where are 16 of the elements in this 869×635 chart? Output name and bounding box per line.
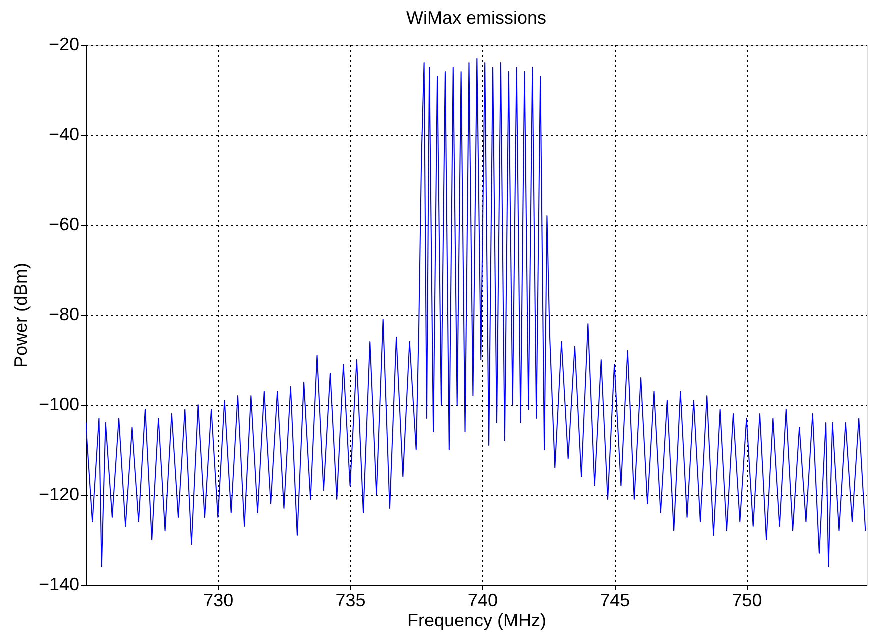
x-axis-title: Frequency (MHz): [407, 610, 547, 630]
x-tick-label: 745: [600, 590, 630, 610]
y-tick-label: −140: [38, 574, 80, 594]
x-tick-label: 730: [204, 590, 234, 610]
y-tick-label: −80: [48, 304, 80, 324]
y-tick-label: −120: [38, 484, 80, 504]
x-tick-label: 740: [468, 590, 498, 610]
x-tick-label: 750: [732, 590, 762, 610]
y-axis-title: Power (dBm): [10, 262, 31, 368]
x-tick-label: 735: [336, 590, 366, 610]
line-series: [86, 58, 866, 568]
y-tick-label: −20: [48, 34, 80, 54]
chart-title: WiMax emissions: [406, 8, 547, 28]
y-tick-label: −100: [38, 394, 80, 414]
y-tick-label: −40: [48, 124, 80, 144]
y-tick-label: −60: [48, 214, 80, 234]
